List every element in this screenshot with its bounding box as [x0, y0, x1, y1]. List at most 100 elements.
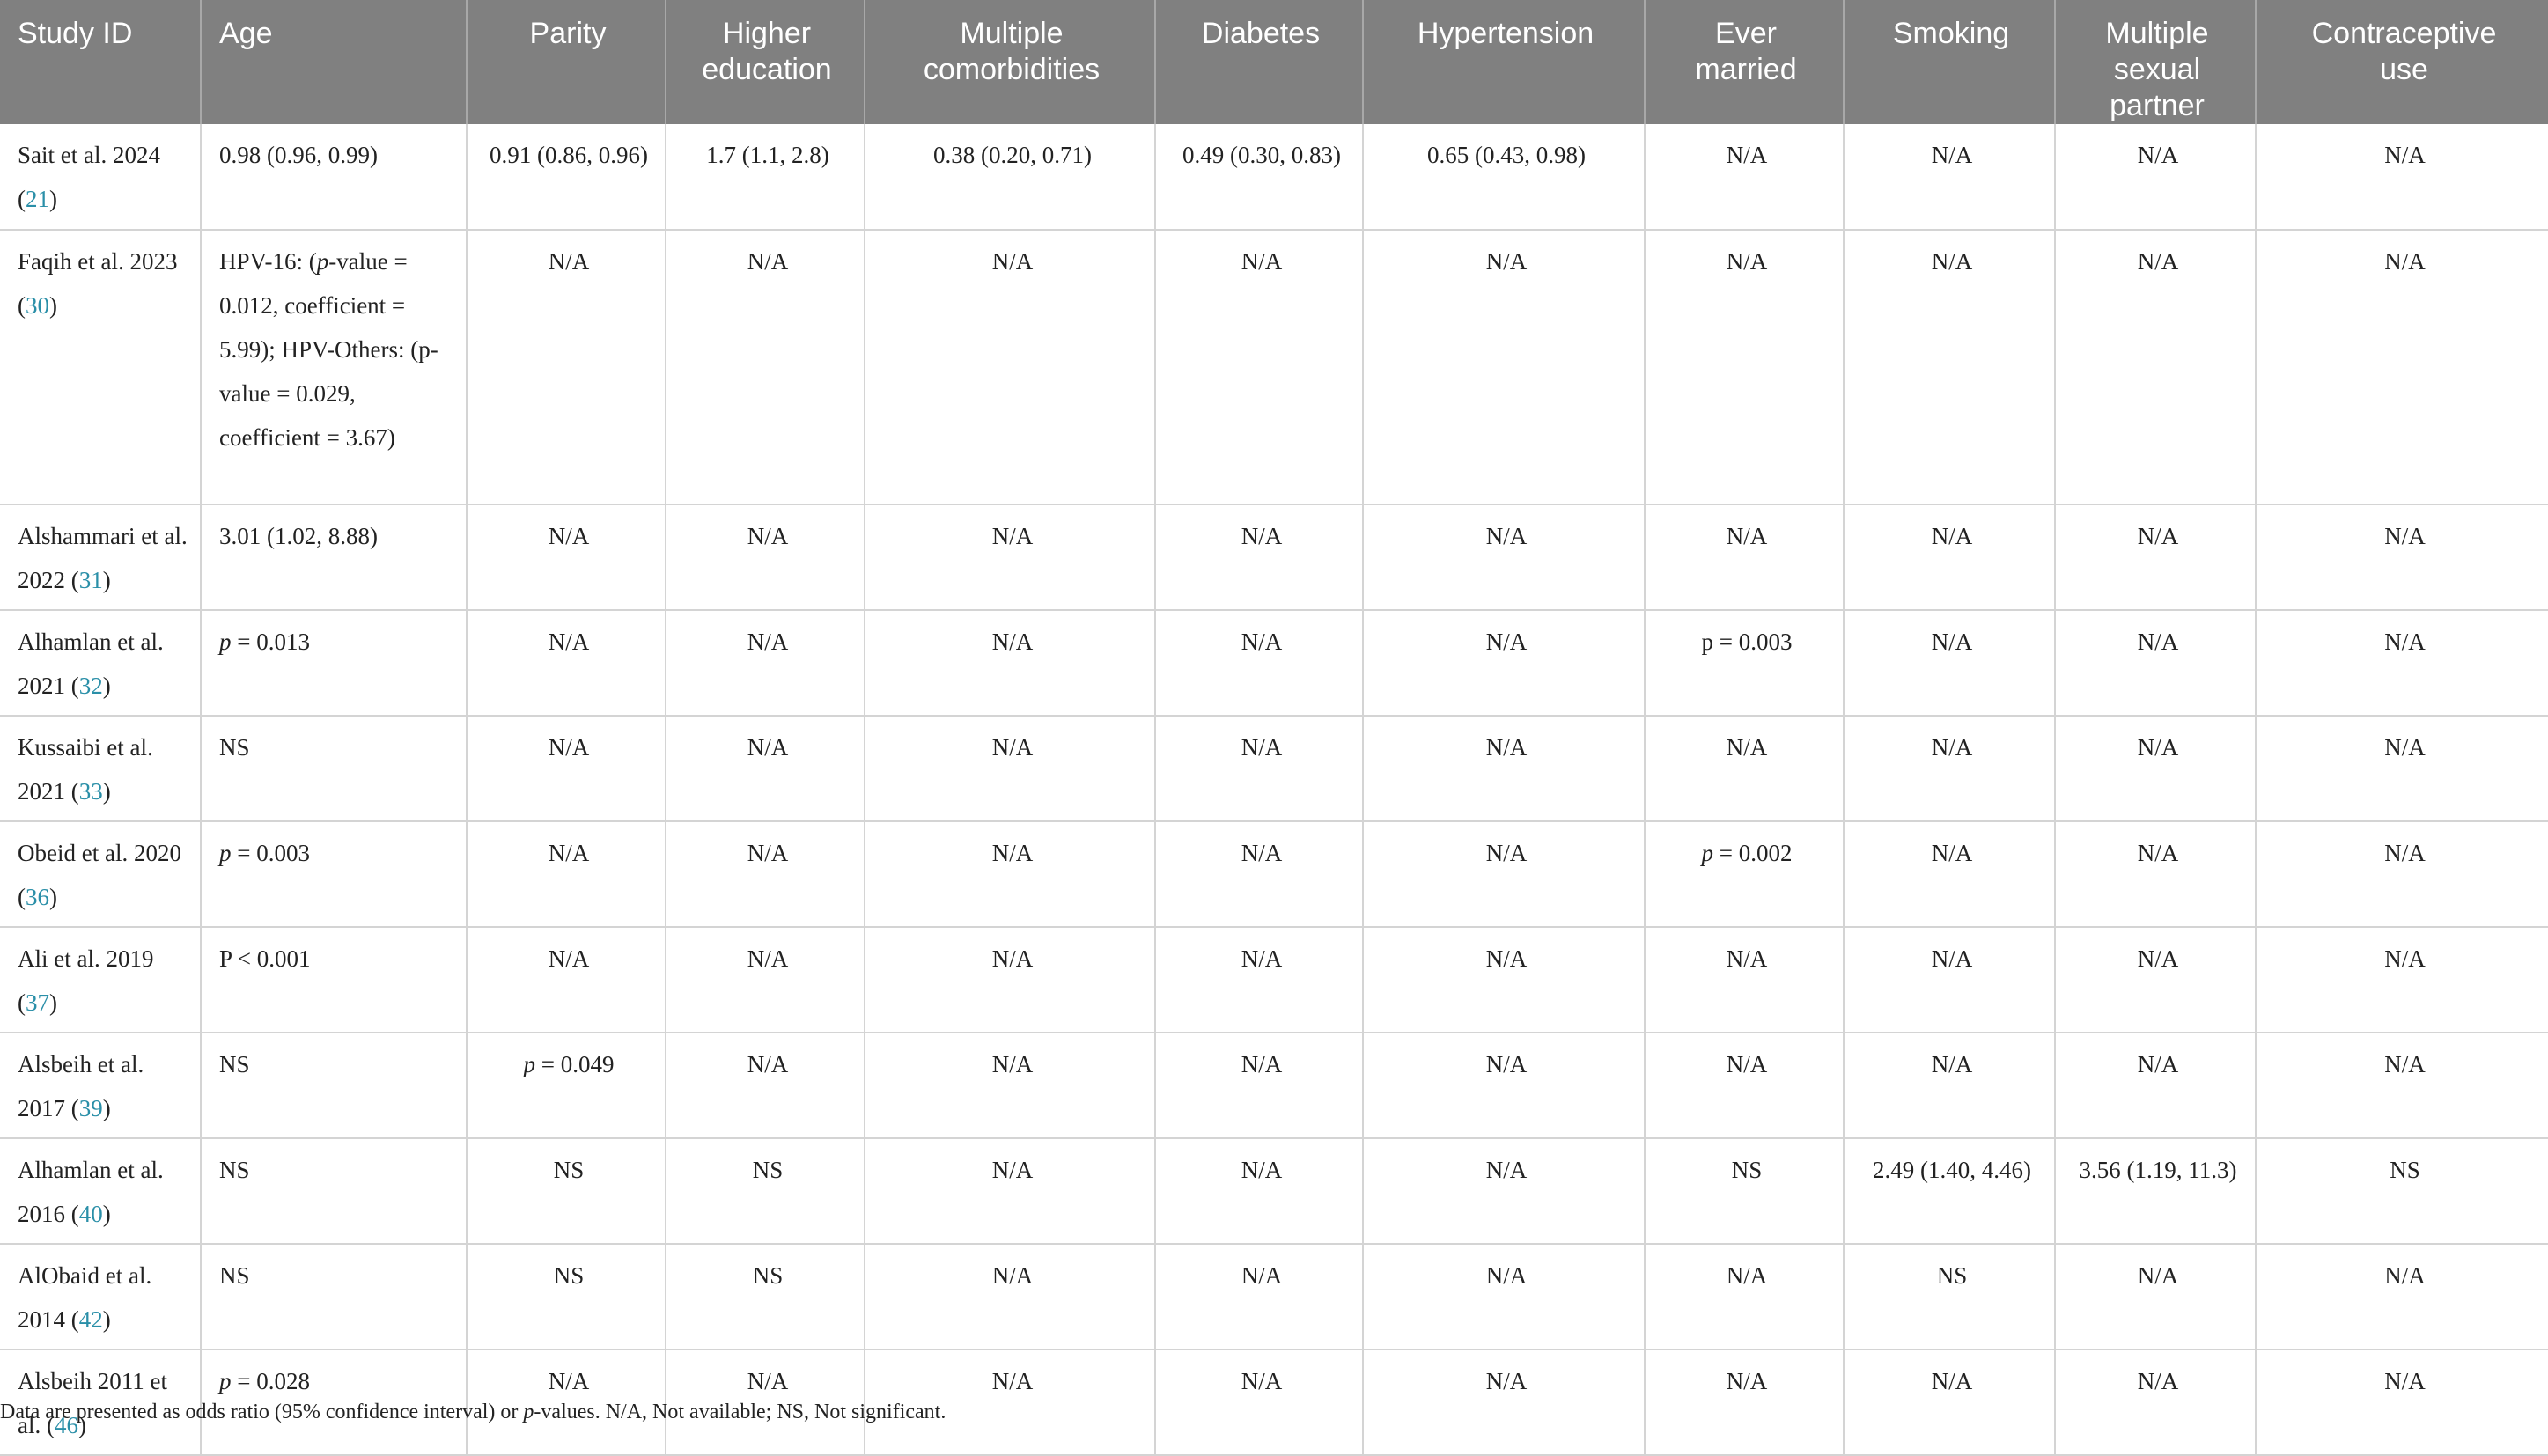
value-cell: N/A [1844, 504, 2056, 611]
value-cell: N/A [865, 716, 1156, 822]
value-cell: p = 0.003 [201, 821, 468, 928]
value-cell: N/A [2256, 124, 2548, 231]
footnote-italic-p: p [523, 1401, 534, 1423]
reference-link[interactable]: 33 [78, 778, 103, 805]
value-cell: p = 0.049 [467, 1033, 666, 1139]
value-cell: p = 0.003 [1645, 610, 1845, 717]
value-cell: N/A [666, 1033, 865, 1139]
study-id-cell: Alhamlan et al. 2021 (32) [0, 610, 202, 717]
table-row: Kussaibi et al. 2021 (33) NS N/A N/A N/A N/A N… [0, 716, 2548, 822]
value-cell: N/A [2256, 230, 2548, 505]
value-cell: N/A [467, 927, 666, 1033]
study-name: Alshammari et al. 2022 ( [18, 523, 188, 593]
value-cell: 3.01 (1.02, 8.88) [201, 504, 468, 611]
value-cell: N/A [1155, 1033, 1364, 1139]
value-cell: N/A [1363, 927, 1646, 1033]
value-cell: N/A [1844, 821, 2056, 928]
value-cell: 0.98 (0.96, 0.99) [201, 124, 468, 231]
value-cell: N/A [2256, 927, 2548, 1033]
value-cell: N/A [666, 504, 865, 611]
value-cell: NS [1844, 1244, 2056, 1350]
value-cell: N/A [666, 821, 865, 928]
value-cell: N/A [2055, 1349, 2257, 1456]
study-name: AlObaid et al. 2014 ( [18, 1262, 152, 1333]
value-cell: N/A [666, 927, 865, 1033]
study-id-cell: Faqih et al. 2023 (30) [0, 230, 202, 505]
study-name: Kussaibi et al. 2021 ( [18, 734, 153, 805]
value-cell: N/A [1155, 230, 1364, 505]
table-row: Alhamlan et al. 2021 (32) p = 0.013 N/A N/A… [0, 610, 2548, 717]
value-cell: N/A [2055, 927, 2257, 1033]
value-cell: 0.91 (0.86, 0.96) [467, 124, 666, 231]
value-cell: N/A [1363, 1138, 1646, 1245]
value-cell: N/A [865, 230, 1156, 505]
table-row: Obeid et al. 2020 (36) p = 0.003 N/A N/A N/A… [0, 821, 2548, 928]
value-cell: N/A [865, 1033, 1156, 1139]
table-row: Sait et al. 2024 (21) 0.98 (0.96, 0.99) 0.… [0, 124, 2548, 231]
value-cell: 2.49 (1.40, 4.46) [1844, 1138, 2056, 1245]
value-cell: N/A [2256, 821, 2548, 928]
value-cell: N/A [2256, 1244, 2548, 1350]
value-cell: NS [201, 1138, 468, 1245]
reference-link[interactable]: 30 [26, 292, 49, 319]
value-cell: N/A [2055, 716, 2257, 822]
study-id-cell: Alshammari et al. 2022 (31) [0, 504, 202, 611]
table-body: Sait et al. 2024 (21) 0.98 (0.96, 0.99) 0.… [0, 124, 2548, 1456]
value-cell: N/A [2256, 1349, 2548, 1456]
table-row: Ali et al. 2019 (37) P < 0.001 N/A N/A N/A N/… [0, 927, 2548, 1033]
reference-link[interactable]: 36 [26, 884, 49, 910]
reference-link[interactable]: 39 [78, 1095, 103, 1121]
value-cell: N/A [1155, 821, 1364, 928]
value-cell: 0.38 (0.20, 0.71) [865, 124, 1156, 231]
value-cell: NS [2256, 1138, 2548, 1245]
value-cell: N/A [1645, 927, 1845, 1033]
reference-link[interactable]: 32 [78, 673, 103, 699]
column-header: Multiple sexual partner [2055, 0, 2257, 124]
study-name: Alhamlan et al. 2021 ( [18, 629, 164, 699]
value-cell: 1.7 (1.1, 2.8) [666, 124, 865, 231]
value-cell: N/A [2055, 1244, 2257, 1350]
value-cell: N/A [666, 230, 865, 505]
value-cell: N/A [1363, 821, 1646, 928]
reference-link[interactable]: 37 [26, 989, 49, 1016]
value-cell: p = 0.002 [1645, 821, 1845, 928]
value-cell: N/A [1363, 1349, 1646, 1456]
column-header: Parity [467, 0, 666, 124]
value-cell: N/A [2256, 504, 2548, 611]
study-id-cell: Alhamlan et al. 2016 (40) [0, 1138, 202, 1245]
column-header: Higher education [666, 0, 865, 124]
table-footnote: Data are presented as odds ratio (95% co… [0, 1401, 946, 1424]
table-row: AlObaid et al. 2014 (42) NS NS NS N/A N/A N/A N… [0, 1244, 2548, 1350]
reference-link[interactable]: 42 [78, 1306, 103, 1333]
study-id-cell: Alsbeih et al. 2017 (39) [0, 1033, 202, 1139]
value-cell: N/A [1844, 610, 2056, 717]
value-cell: N/A [2055, 230, 2257, 505]
value-cell: NS [201, 716, 468, 822]
value-cell: N/A [467, 230, 666, 505]
value-cell: N/A [1844, 716, 2056, 822]
study-name: Faqih et al. 2023 ( [18, 248, 178, 319]
table-row: Faqih et al. 2023 (30) HPV-16: (p-value =… [0, 230, 2548, 505]
value-cell: HPV-16: (p-value = 0.012, coefficient = … [201, 230, 468, 505]
study-id-cell: AlObaid et al. 2014 (42) [0, 1244, 202, 1350]
reference-link[interactable]: 31 [78, 567, 103, 593]
reference-link[interactable]: 40 [78, 1201, 103, 1227]
reference-link[interactable]: 46 [54, 1412, 78, 1438]
study-id-cell: Kussaibi et al. 2021 (33) [0, 716, 202, 822]
value-cell: N/A [2055, 821, 2257, 928]
study-id-cell: Obeid et al. 2020 (36) [0, 821, 202, 928]
value-cell: N/A [1645, 230, 1845, 505]
study-name: Obeid et al. 2020 ( [18, 840, 181, 910]
table-row: Alshammari et al. 2022 (31) 3.01 (1.02, 8… [0, 504, 2548, 611]
value-cell: N/A [1363, 610, 1646, 717]
reference-link[interactable]: 21 [26, 186, 49, 212]
value-cell: N/A [1155, 1138, 1364, 1245]
header-row: Study ID Age Parity Higher education Multiple… [0, 0, 2548, 124]
value-cell: N/A [2256, 1033, 2548, 1139]
value-cell: N/A [1155, 610, 1364, 717]
value-cell: p = 0.013 [201, 610, 468, 717]
value-cell: N/A [666, 610, 865, 717]
value-cell: N/A [1844, 1033, 2056, 1139]
value-cell: N/A [1844, 124, 2056, 231]
